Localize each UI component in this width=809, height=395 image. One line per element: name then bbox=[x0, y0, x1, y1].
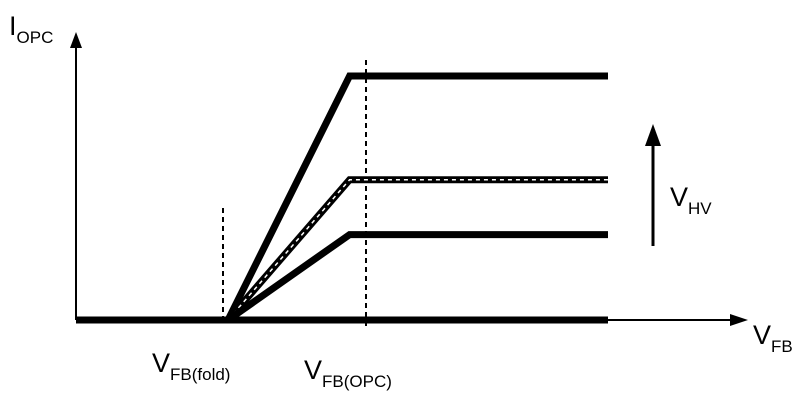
series-line-3 bbox=[76, 231, 608, 324]
series-group bbox=[76, 72, 608, 324]
x-axis-arrow bbox=[730, 314, 748, 326]
y-axis-label: IOPC bbox=[9, 11, 53, 47]
vhv-arrow-head bbox=[645, 124, 661, 146]
opc-marker-label: VFB(OPC) bbox=[304, 355, 392, 391]
series-line-2-dash-overlay bbox=[76, 178, 608, 321]
series-line-2 bbox=[76, 176, 608, 324]
fold-marker-label: VFB(fold) bbox=[152, 348, 230, 384]
x-axis-label: VFB bbox=[753, 320, 793, 356]
vhv-label: VHV bbox=[670, 182, 712, 218]
series-line-1 bbox=[76, 72, 608, 324]
y-axis-arrow bbox=[70, 32, 82, 48]
